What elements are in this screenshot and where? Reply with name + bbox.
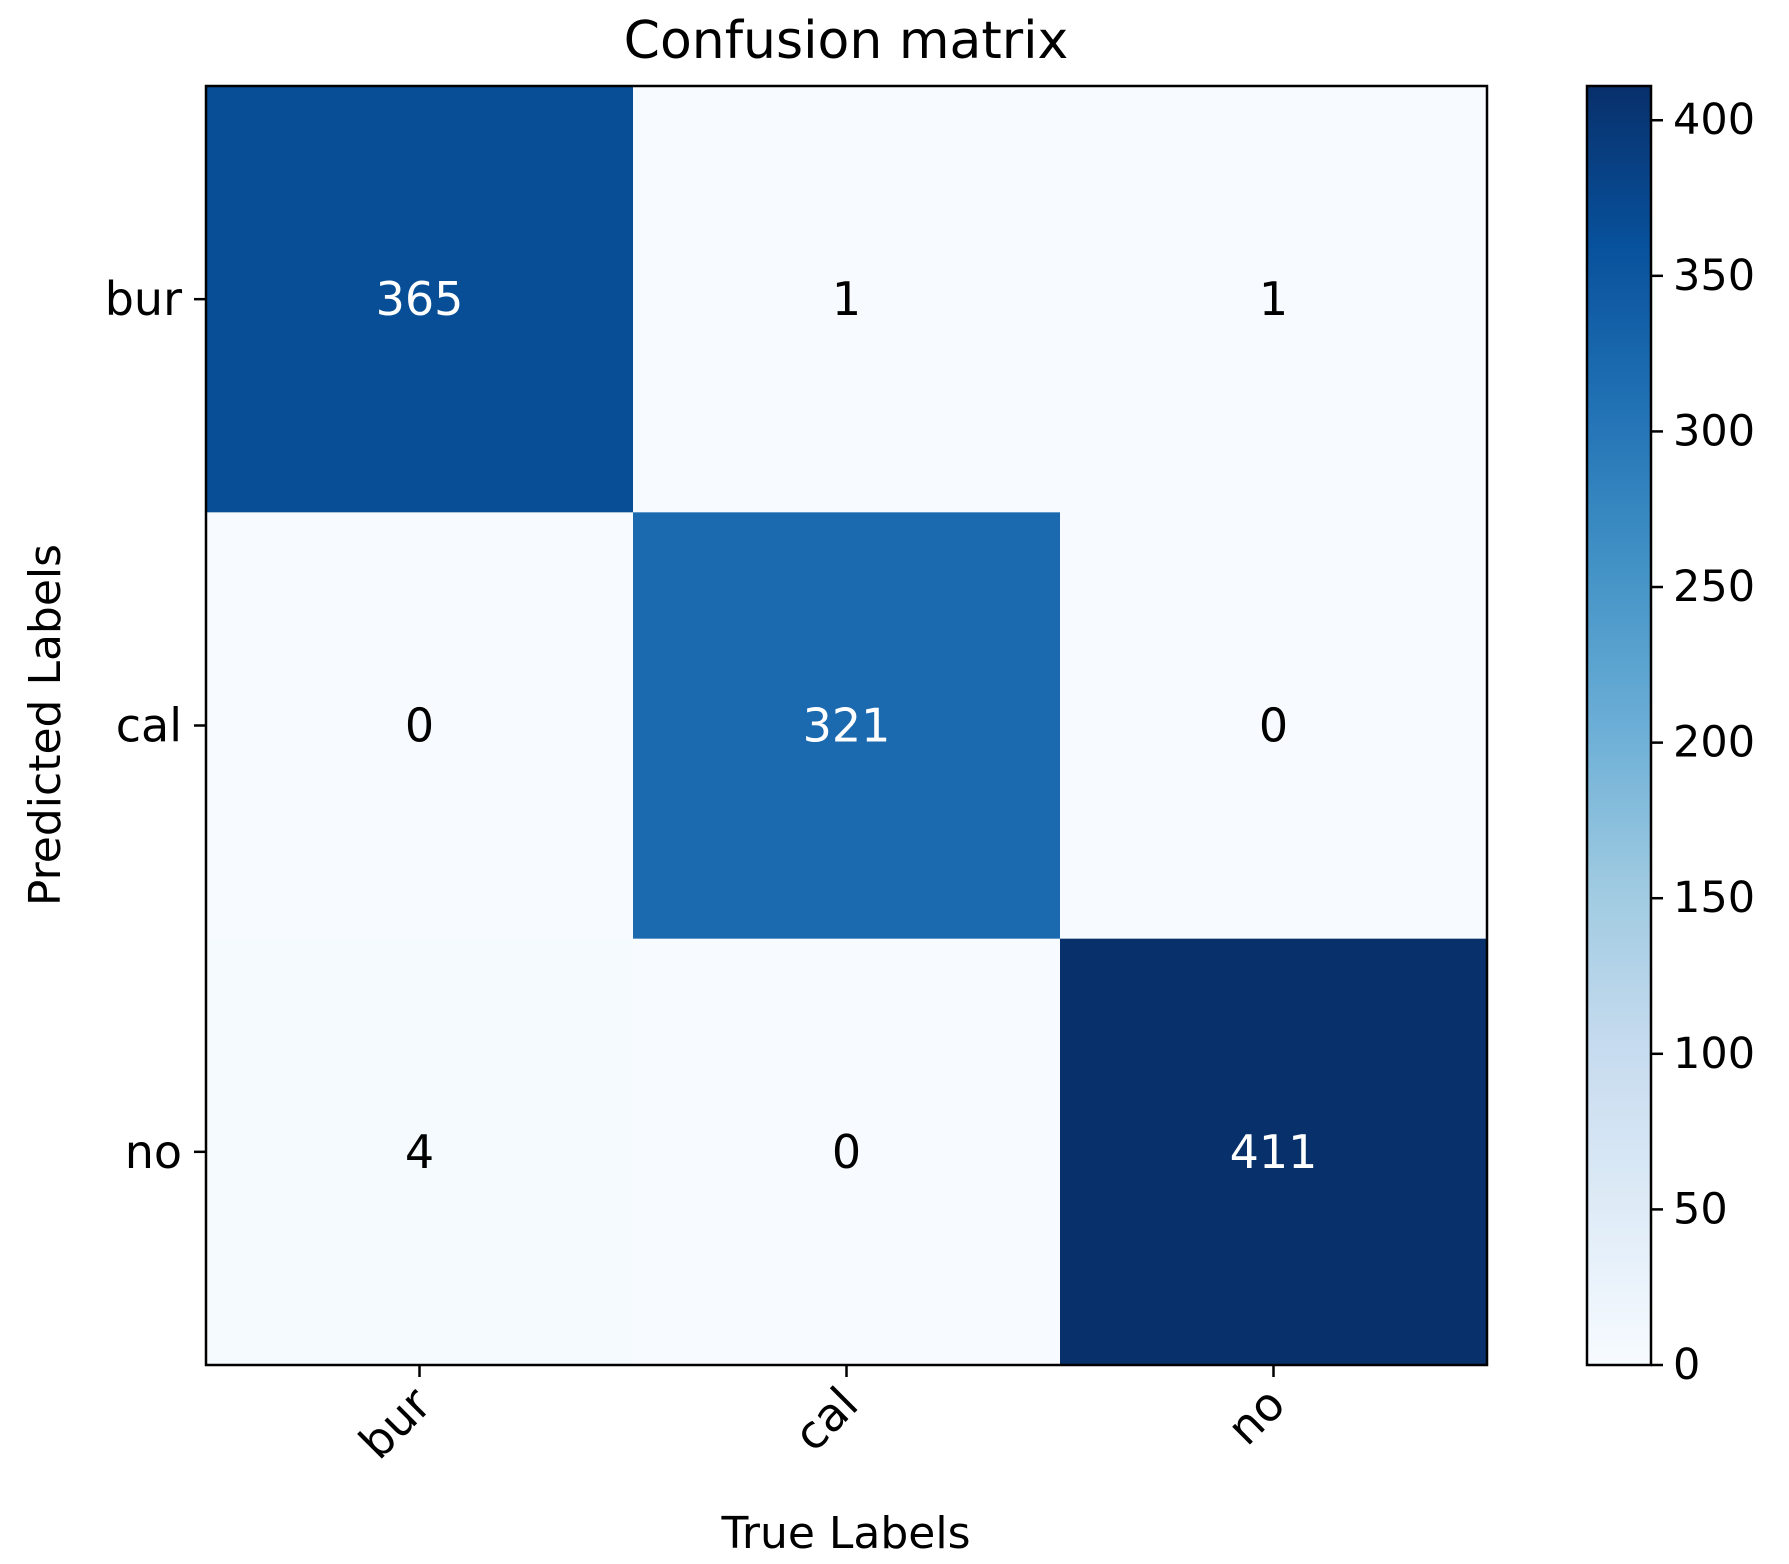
colorbar-tick-label: 50 (1673, 1184, 1728, 1234)
cell-value-label: 1 (832, 272, 861, 326)
cell-value-label: 0 (405, 699, 434, 753)
colorbar-ticks: 0 50 100 150 200 250 300 350 400 (1651, 95, 1755, 1390)
colorbar-tick-label: 150 (1673, 873, 1755, 923)
cell-value-label: 321 (803, 699, 891, 753)
cell-value-label: 4 (405, 1125, 434, 1179)
x-tick-label: cal (783, 1377, 868, 1462)
heatmap-cell (206, 86, 634, 513)
cell-value-label: 0 (832, 1125, 861, 1179)
colorbar-tick-label: 0 (1673, 1340, 1700, 1390)
colorbar (1587, 86, 1651, 1365)
heatmap-cell (1060, 938, 1488, 1366)
colorbar-tick-label: 350 (1673, 251, 1755, 301)
colorbar-frame (1585, 84, 1653, 1367)
x-axis-ticks: bur cal no (348, 1365, 1295, 1469)
colorbar-tick-label: 250 (1673, 562, 1755, 612)
heatmap-cell-labels: 365 1 1 0 321 0 4 0 411 (376, 272, 1318, 1179)
y-tick-label: cal (116, 699, 182, 753)
x-tick-label: no (1217, 1377, 1296, 1456)
y-axis-label: Predicted Labels (20, 544, 71, 906)
heatmap-cell (633, 512, 1061, 940)
y-tick-label: bur (105, 272, 182, 326)
heatmap-cell (206, 938, 634, 1366)
colorbar-tick-label: 400 (1673, 95, 1755, 145)
colorbar-tick-label: 300 (1673, 406, 1755, 456)
colorbar-tick-label: 200 (1673, 718, 1755, 768)
colorbar-tick-label: 100 (1673, 1029, 1755, 1079)
cell-value-label: 411 (1230, 1125, 1318, 1179)
heatmap-cell (1060, 512, 1488, 940)
heatmap-cell (633, 86, 1061, 513)
cell-value-label: 0 (1259, 699, 1288, 753)
cell-value-label: 365 (376, 272, 464, 326)
heatmap-cells (206, 86, 1488, 1366)
chart-title: Confusion matrix (624, 11, 1069, 71)
heatmap-cell (206, 512, 634, 940)
y-axis-ticks: bur cal no (105, 272, 206, 1179)
x-tick-label: bur (348, 1377, 441, 1470)
x-axis-label: True Labels (720, 1508, 970, 1559)
y-tick-label: no (125, 1125, 182, 1179)
cell-value-label: 1 (1259, 272, 1288, 326)
heatmap-cell (633, 938, 1061, 1366)
heatmap-cell (1060, 86, 1488, 513)
